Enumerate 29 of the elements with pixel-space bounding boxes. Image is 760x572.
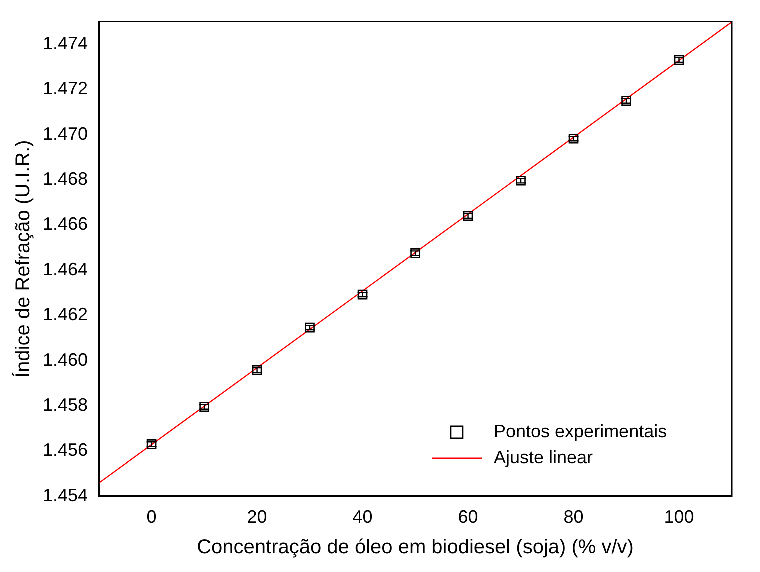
y-tick-label: 1.470	[42, 124, 88, 144]
x-axis-title: Concentração de óleo em biodiesel (soja) (% v/v)	[197, 536, 634, 559]
y-tick-label: 1.474	[42, 33, 88, 54]
y-tick-label: 1.462	[42, 304, 88, 325]
point	[305, 322, 315, 333]
point	[622, 96, 632, 106]
point	[674, 55, 684, 66]
x-tick-label: 40	[352, 507, 373, 528]
x-tick-label: 20	[247, 507, 268, 528]
y-tick-label: 1.456	[42, 440, 88, 460]
x-tick-label: 60	[458, 507, 478, 528]
x-tick-label: 80	[564, 507, 584, 528]
legend-label: Ajuste linear	[494, 447, 594, 468]
legend-label: Pontos experimentais	[494, 421, 668, 442]
y-tick-label: 1.468	[42, 168, 88, 189]
x-tick-label: 0	[146, 507, 157, 528]
point	[568, 134, 579, 144]
point	[200, 402, 210, 412]
y-axis-title: Índice de Refração (U.I.R.)	[12, 140, 35, 378]
point	[146, 440, 157, 450]
y-tick-label: 1.458	[42, 394, 88, 415]
y-tick-label: 1.466	[42, 214, 88, 234]
point	[516, 176, 526, 186]
y-tick-label: 1.464	[42, 259, 88, 280]
y-tick-label: 1.454	[42, 485, 88, 506]
y-tick-label: 1.472	[42, 78, 88, 99]
x-tick-label: 100	[664, 507, 694, 528]
point	[463, 211, 474, 222]
y-tick-label: 1.460	[42, 350, 88, 370]
